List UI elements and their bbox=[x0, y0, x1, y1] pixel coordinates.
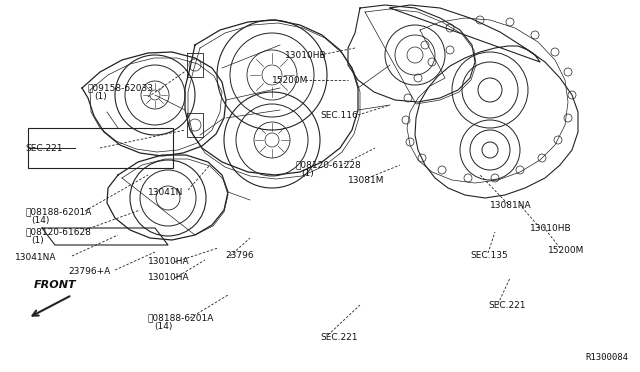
Text: 13041N: 13041N bbox=[148, 187, 184, 196]
Text: 15200M: 15200M bbox=[272, 76, 308, 84]
Text: SEC.116: SEC.116 bbox=[320, 110, 358, 119]
Text: 13081NA: 13081NA bbox=[490, 201, 532, 209]
Text: 23796: 23796 bbox=[225, 251, 253, 260]
Text: R1300084: R1300084 bbox=[585, 353, 628, 362]
Text: 13010HA: 13010HA bbox=[148, 273, 189, 282]
Text: SEC.135: SEC.135 bbox=[470, 250, 508, 260]
Text: 13081M: 13081M bbox=[348, 176, 385, 185]
Text: 13010HA: 13010HA bbox=[148, 257, 189, 266]
Text: 23796+A: 23796+A bbox=[68, 267, 110, 276]
Text: (1): (1) bbox=[31, 235, 44, 244]
Text: FRONT: FRONT bbox=[34, 280, 76, 290]
Text: (14): (14) bbox=[31, 215, 49, 224]
Text: 13041NA: 13041NA bbox=[15, 253, 56, 262]
Text: Ⓑ09158-62033: Ⓑ09158-62033 bbox=[88, 83, 154, 93]
Text: SEC.221: SEC.221 bbox=[25, 144, 63, 153]
Text: Ⓑ08120-61228: Ⓑ08120-61228 bbox=[295, 160, 361, 170]
Text: 13010HB: 13010HB bbox=[285, 51, 326, 60]
Text: SEC.221: SEC.221 bbox=[320, 334, 358, 343]
Text: Ⓑ08188-6201A: Ⓑ08188-6201A bbox=[148, 314, 214, 323]
Text: (1): (1) bbox=[94, 92, 107, 100]
Text: SEC.221: SEC.221 bbox=[488, 301, 525, 310]
Text: 15200M: 15200M bbox=[548, 246, 584, 254]
Text: (1): (1) bbox=[301, 169, 314, 177]
Text: Ⓑ08188-6201A: Ⓑ08188-6201A bbox=[25, 208, 92, 217]
Text: (14): (14) bbox=[154, 321, 172, 330]
Text: 13010HB: 13010HB bbox=[530, 224, 572, 232]
Text: Ⓑ08120-61628: Ⓑ08120-61628 bbox=[25, 228, 91, 237]
Bar bbox=[28, 128, 173, 168]
